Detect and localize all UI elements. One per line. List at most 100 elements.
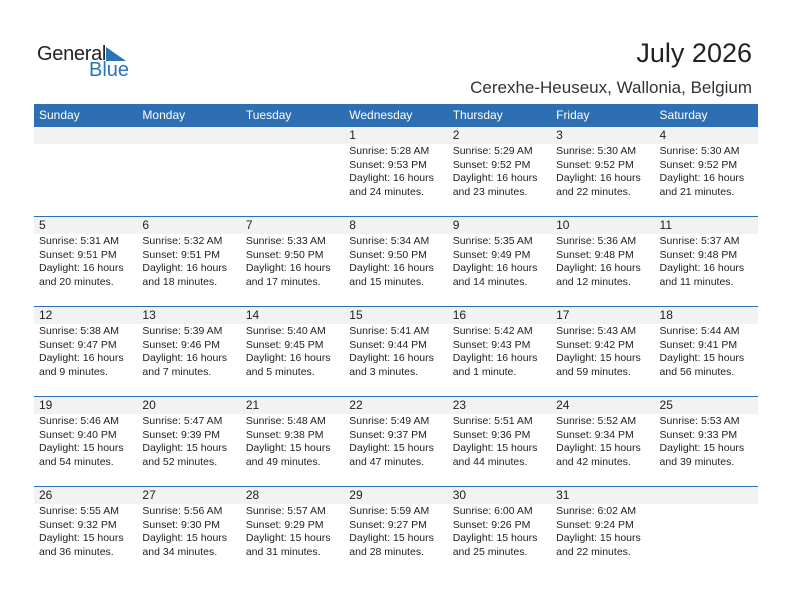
sunset-text: Sunset: 9:47 PM xyxy=(39,338,117,351)
daylight-text: Daylight: 15 hours xyxy=(349,532,434,544)
day-number: 1 xyxy=(349,128,356,142)
daylight-minutes-text: and 25 minutes. xyxy=(452,545,528,558)
daylight-text: Daylight: 16 hours xyxy=(39,352,124,364)
day-number: 28 xyxy=(245,488,260,502)
daylight-text: Daylight: 16 hours xyxy=(142,352,228,364)
daylight-minutes-text: and 14 minutes. xyxy=(452,275,528,288)
day-number: 15 xyxy=(349,308,363,322)
daylight-minutes-text: and 31 minutes. xyxy=(245,545,321,558)
day-cell: 17 Sunrise: 5:43 AM Sunset: 9:42 PM Dayligh… xyxy=(551,307,654,396)
day-cell: 16 Sunrise: 5:42 AM Sunset: 9:43 PM Dayligh… xyxy=(448,307,551,396)
day-cell: 3 Sunrise: 5:30 AM Sunset: 9:52 PM Daylight… xyxy=(551,127,654,216)
daylight-text: Daylight: 15 hours xyxy=(556,532,641,544)
daylight-minutes-text: and 54 minutes. xyxy=(39,455,114,468)
day-cell: 5 Sunrise: 5:31 AM Sunset: 9:51 PM Daylight… xyxy=(34,217,137,306)
day-number: 9 xyxy=(452,218,460,232)
daylight-text: Daylight: 16 hours xyxy=(659,262,745,274)
day-number: 7 xyxy=(245,218,253,232)
daylight-text: Daylight: 15 hours xyxy=(245,532,331,544)
daylight-text: Daylight: 15 hours xyxy=(659,352,745,364)
daylight-text: Daylight: 15 hours xyxy=(39,532,124,544)
day-number: 2 xyxy=(452,128,460,142)
day-cell: 29 Sunrise: 5:59 AM Sunset: 9:27 PM Dayligh… xyxy=(344,487,447,576)
day-cell: 2 Sunrise: 5:29 AM Sunset: 9:52 PM Daylight… xyxy=(448,127,551,216)
sunset-text: Sunset: 9:45 PM xyxy=(245,338,324,351)
sunrise-text: Sunrise: 5:51 AM xyxy=(452,415,533,427)
sunrise-text: Sunrise: 5:30 AM xyxy=(556,145,637,157)
daylight-minutes-text: and 24 minutes. xyxy=(349,185,424,198)
daylight-text: Daylight: 15 hours xyxy=(349,442,434,454)
day-cell: 31 Sunrise: 6:02 AM Sunset: 9:24 PM Dayligh… xyxy=(551,487,654,576)
daylight-text: Daylight: 16 hours xyxy=(349,262,434,274)
day-number: 19 xyxy=(39,398,53,412)
day-cell: 14 Sunrise: 5:40 AM Sunset: 9:45 PM Dayligh… xyxy=(241,307,344,396)
sunset-text: Sunset: 9:52 PM xyxy=(556,158,634,171)
sunset-text: Sunset: 9:37 PM xyxy=(349,428,427,441)
day-cell: 1 Sunrise: 5:28 AM Sunset: 9:53 PM Daylight… xyxy=(344,127,447,216)
day-number: 5 xyxy=(39,218,46,232)
daylight-text: Daylight: 15 hours xyxy=(142,532,228,544)
day-cell: 26 Sunrise: 5:55 AM Sunset: 9:32 PM Dayligh… xyxy=(34,487,137,576)
sunrise-text: Sunrise: 5:43 AM xyxy=(556,325,637,337)
day-number: 16 xyxy=(452,308,467,322)
sunset-text: Sunset: 9:44 PM xyxy=(349,338,427,351)
day-cell: 9 Sunrise: 5:35 AM Sunset: 9:49 PM Daylight… xyxy=(448,217,551,306)
day-number: 25 xyxy=(659,398,673,412)
daylight-text: Daylight: 16 hours xyxy=(556,262,641,274)
daylight-minutes-text: and 3 minutes. xyxy=(349,365,419,378)
daylight-text: Daylight: 16 hours xyxy=(452,262,538,274)
sunrise-text: Sunrise: 5:34 AM xyxy=(349,235,430,247)
daylight-text: Daylight: 15 hours xyxy=(452,532,538,544)
day-cell: 6 Sunrise: 5:32 AM Sunset: 9:51 PM Daylight… xyxy=(137,217,240,306)
sunrise-text: Sunrise: 6:00 AM xyxy=(452,505,533,517)
sunrise-text: Sunrise: 6:02 AM xyxy=(556,505,637,517)
sunset-text: Sunset: 9:36 PM xyxy=(452,428,531,441)
sunrise-text: Sunrise: 5:37 AM xyxy=(659,235,740,247)
sunrise-text: Sunrise: 5:52 AM xyxy=(556,415,637,427)
sunset-text: Sunset: 9:51 PM xyxy=(142,248,221,261)
day-cell: 28 Sunrise: 5:57 AM Sunset: 9:29 PM Dayligh… xyxy=(241,487,344,576)
day-cell: 4 Sunrise: 5:30 AM Sunset: 9:52 PM Daylight… xyxy=(655,127,758,216)
sunrise-text: Sunrise: 5:33 AM xyxy=(245,235,326,247)
weekday-monday: Monday xyxy=(142,108,186,122)
day-number: 23 xyxy=(452,398,467,412)
daylight-minutes-text: and 28 minutes. xyxy=(349,545,424,558)
daylight-minutes-text: and 23 minutes. xyxy=(452,185,528,198)
sunset-text: Sunset: 9:48 PM xyxy=(659,248,738,261)
daylight-minutes-text: and 44 minutes. xyxy=(452,455,528,468)
daylight-minutes-text: and 22 minutes. xyxy=(556,545,631,558)
sunset-text: Sunset: 9:32 PM xyxy=(39,518,117,531)
sunrise-text: Sunrise: 5:30 AM xyxy=(659,145,740,157)
empty-cell xyxy=(34,127,137,216)
day-cell: 8 Sunrise: 5:34 AM Sunset: 9:50 PM Daylight… xyxy=(344,217,447,306)
week-row: 1 Sunrise: 5:28 AM Sunset: 9:53 PM Daylight… xyxy=(34,126,758,216)
logo-triangle-icon xyxy=(106,47,126,61)
sunset-text: Sunset: 9:26 PM xyxy=(452,518,531,531)
daylight-minutes-text: and 42 minutes. xyxy=(556,455,631,468)
sunrise-text: Sunrise: 5:44 AM xyxy=(659,325,740,337)
day-cell: 30 Sunrise: 6:00 AM Sunset: 9:26 PM Dayligh… xyxy=(448,487,551,576)
sunset-text: Sunset: 9:24 PM xyxy=(556,518,634,531)
day-number: 17 xyxy=(556,308,570,322)
day-number: 29 xyxy=(349,488,363,502)
logo: General Blue xyxy=(37,43,137,83)
sunset-text: Sunset: 9:51 PM xyxy=(39,248,117,261)
daylight-minutes-text: and 52 minutes. xyxy=(142,455,218,468)
weekday-tuesday: Tuesday xyxy=(245,108,292,122)
sunset-text: Sunset: 9:43 PM xyxy=(452,338,531,351)
sunset-text: Sunset: 9:48 PM xyxy=(556,248,634,261)
sunset-text: Sunset: 9:53 PM xyxy=(349,158,427,171)
daylight-minutes-text: and 12 minutes. xyxy=(556,275,631,288)
day-cell: 11 Sunrise: 5:37 AM Sunset: 9:48 PM Dayligh… xyxy=(655,217,758,306)
sunset-text: Sunset: 9:49 PM xyxy=(452,248,531,261)
day-cell: 21 Sunrise: 5:48 AM Sunset: 9:38 PM Dayligh… xyxy=(241,397,344,486)
day-cell: 13 Sunrise: 5:39 AM Sunset: 9:46 PM Dayligh… xyxy=(137,307,240,396)
sunrise-text: Sunrise: 5:55 AM xyxy=(39,505,119,517)
week-row: 26 Sunrise: 5:55 AM Sunset: 9:32 PM Dayligh… xyxy=(34,486,758,576)
day-number: 12 xyxy=(39,308,53,322)
daylight-minutes-text: and 11 minutes. xyxy=(659,275,734,288)
week-row: 5 Sunrise: 5:31 AM Sunset: 9:51 PM Daylight… xyxy=(34,216,758,306)
daylight-text: Daylight: 15 hours xyxy=(659,442,745,454)
sunrise-text: Sunrise: 5:59 AM xyxy=(349,505,430,517)
daylight-minutes-text: and 21 minutes. xyxy=(659,185,735,198)
